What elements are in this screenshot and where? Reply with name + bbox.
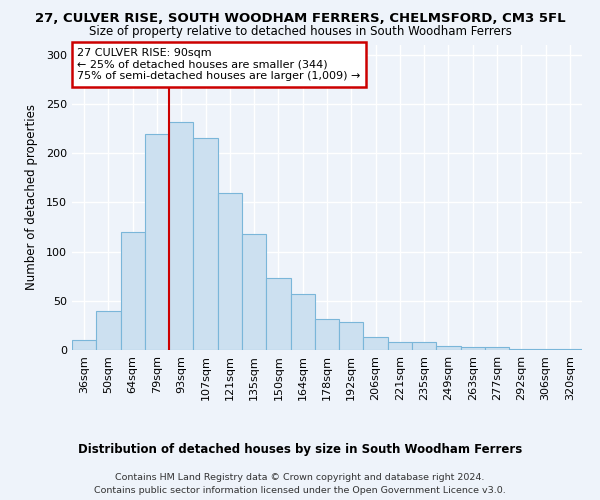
Bar [96, 310, 121, 350]
Text: Size of property relative to detached houses in South Woodham Ferrers: Size of property relative to detached ho… [89, 25, 511, 38]
Bar [290, 294, 315, 350]
Bar [72, 340, 96, 350]
Bar [315, 318, 339, 350]
Bar [193, 138, 218, 350]
Bar [364, 337, 388, 350]
Bar [436, 346, 461, 350]
Bar [461, 347, 485, 350]
Text: 27, CULVER RISE, SOUTH WOODHAM FERRERS, CHELMSFORD, CM3 5FL: 27, CULVER RISE, SOUTH WOODHAM FERRERS, … [35, 12, 565, 26]
Bar [218, 192, 242, 350]
Text: 27 CULVER RISE: 90sqm
← 25% of detached houses are smaller (344)
75% of semi-det: 27 CULVER RISE: 90sqm ← 25% of detached … [77, 48, 361, 82]
Bar [266, 278, 290, 350]
Bar [145, 134, 169, 350]
Bar [485, 347, 509, 350]
Bar [558, 349, 582, 350]
Text: Contains HM Land Registry data © Crown copyright and database right 2024.: Contains HM Land Registry data © Crown c… [115, 472, 485, 482]
Bar [242, 234, 266, 350]
Y-axis label: Number of detached properties: Number of detached properties [25, 104, 38, 290]
Bar [121, 232, 145, 350]
Bar [412, 342, 436, 350]
Bar [339, 322, 364, 350]
Text: Contains public sector information licensed under the Open Government Licence v3: Contains public sector information licen… [94, 486, 506, 495]
Bar [388, 342, 412, 350]
Text: Distribution of detached houses by size in South Woodham Ferrers: Distribution of detached houses by size … [78, 442, 522, 456]
Bar [533, 349, 558, 350]
Bar [169, 122, 193, 350]
Bar [509, 349, 533, 350]
